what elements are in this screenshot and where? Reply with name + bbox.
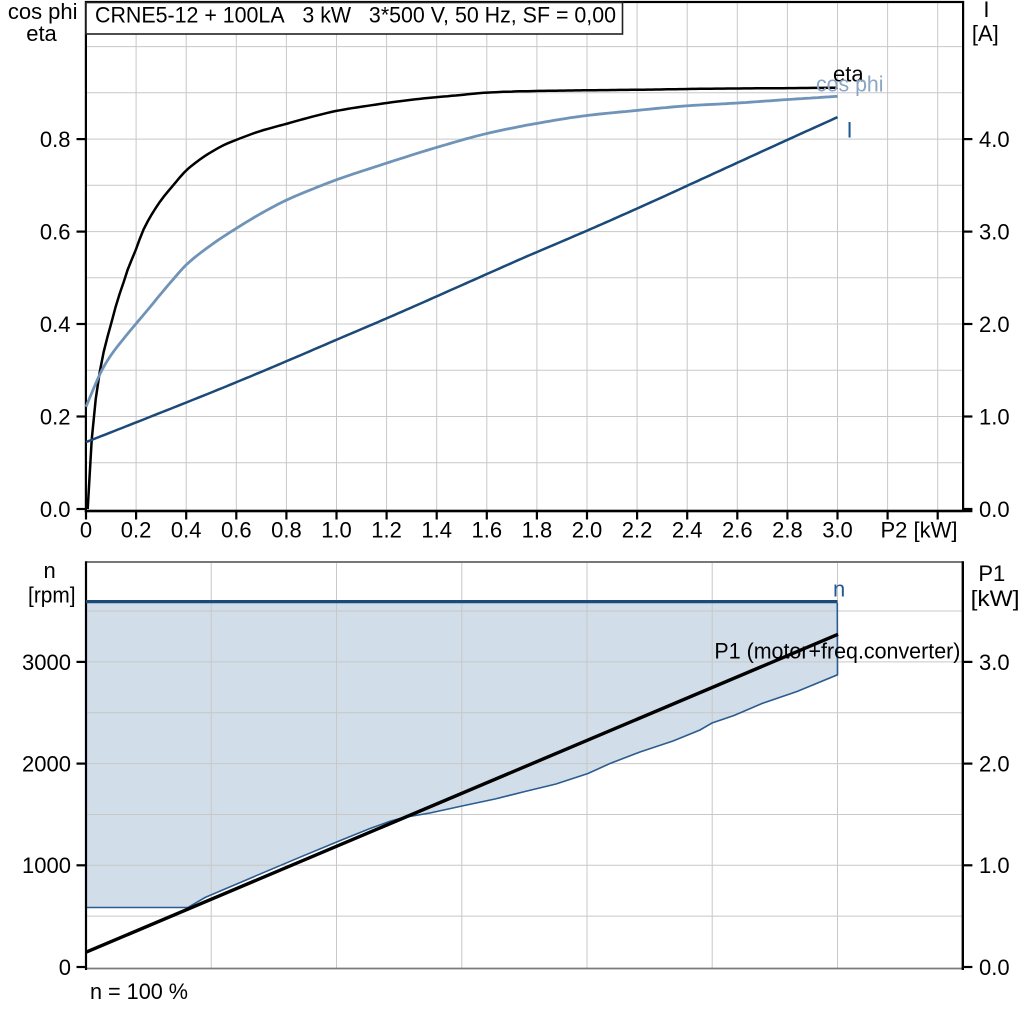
svg-text:n: n	[43, 558, 55, 583]
svg-text:P2 [kW]: P2 [kW]	[880, 518, 957, 543]
svg-text:eta: eta	[833, 61, 864, 86]
svg-text:0.8: 0.8	[271, 518, 302, 543]
svg-text:n: n	[833, 577, 845, 602]
svg-text:0.2: 0.2	[40, 404, 71, 429]
svg-text:[kW]: [kW]	[971, 586, 1020, 611]
svg-text:1.2: 1.2	[371, 518, 402, 543]
svg-text:1.0: 1.0	[979, 404, 1010, 429]
svg-text:0.0: 0.0	[979, 497, 1010, 522]
svg-text:2.8: 2.8	[772, 518, 803, 543]
svg-text:0: 0	[59, 955, 71, 980]
svg-text:I: I	[847, 118, 853, 143]
svg-text:4.0: 4.0	[979, 127, 1010, 152]
svg-text:2.6: 2.6	[722, 518, 753, 543]
svg-text:0: 0	[80, 518, 92, 543]
svg-text:3.0: 3.0	[979, 220, 1010, 245]
svg-text:2.4: 2.4	[672, 518, 703, 543]
svg-text:0.4: 0.4	[40, 312, 71, 337]
svg-text:2.0: 2.0	[979, 312, 1010, 337]
svg-text:I: I	[983, 0, 989, 22]
svg-text:1.0: 1.0	[979, 853, 1010, 878]
svg-text:3.0: 3.0	[979, 650, 1010, 675]
svg-text:0.6: 0.6	[40, 220, 71, 245]
svg-text:[rpm]: [rpm]	[28, 583, 76, 608]
svg-text:0.6: 0.6	[221, 518, 252, 543]
svg-text:2.0: 2.0	[979, 752, 1010, 777]
svg-text:cos phi: cos phi	[8, 0, 78, 24]
svg-text:1.0: 1.0	[321, 518, 352, 543]
svg-text:P1 (motor+freq.converter): P1 (motor+freq.converter)	[714, 639, 960, 664]
svg-text:0.2: 0.2	[121, 518, 152, 543]
svg-text:eta: eta	[26, 21, 57, 46]
svg-text:CRNE5-12 + 100LA 3 kW 3*50: CRNE5-12 + 100LA 3 kW 3*500 V, 50 Hz, SF…	[95, 3, 616, 28]
svg-text:n = 100 %: n = 100 %	[90, 979, 188, 1004]
svg-text:1.6: 1.6	[472, 518, 503, 543]
svg-text:3000: 3000	[22, 650, 71, 675]
svg-text:2.0: 2.0	[572, 518, 603, 543]
svg-text:0.0: 0.0	[40, 497, 71, 522]
svg-text:0.0: 0.0	[979, 955, 1010, 980]
svg-text:0.8: 0.8	[40, 127, 71, 152]
svg-text:cos phi: cos phi	[816, 72, 884, 97]
svg-text:3.0: 3.0	[822, 518, 853, 543]
svg-text:P1: P1	[978, 561, 1005, 586]
svg-text:0.4: 0.4	[171, 518, 202, 543]
svg-text:2.2: 2.2	[622, 518, 653, 543]
svg-text:2000: 2000	[22, 752, 71, 777]
svg-text:1000: 1000	[22, 853, 71, 878]
svg-text:1.8: 1.8	[522, 518, 553, 543]
svg-text:1.4: 1.4	[421, 518, 452, 543]
svg-text:[A]: [A]	[972, 21, 999, 46]
